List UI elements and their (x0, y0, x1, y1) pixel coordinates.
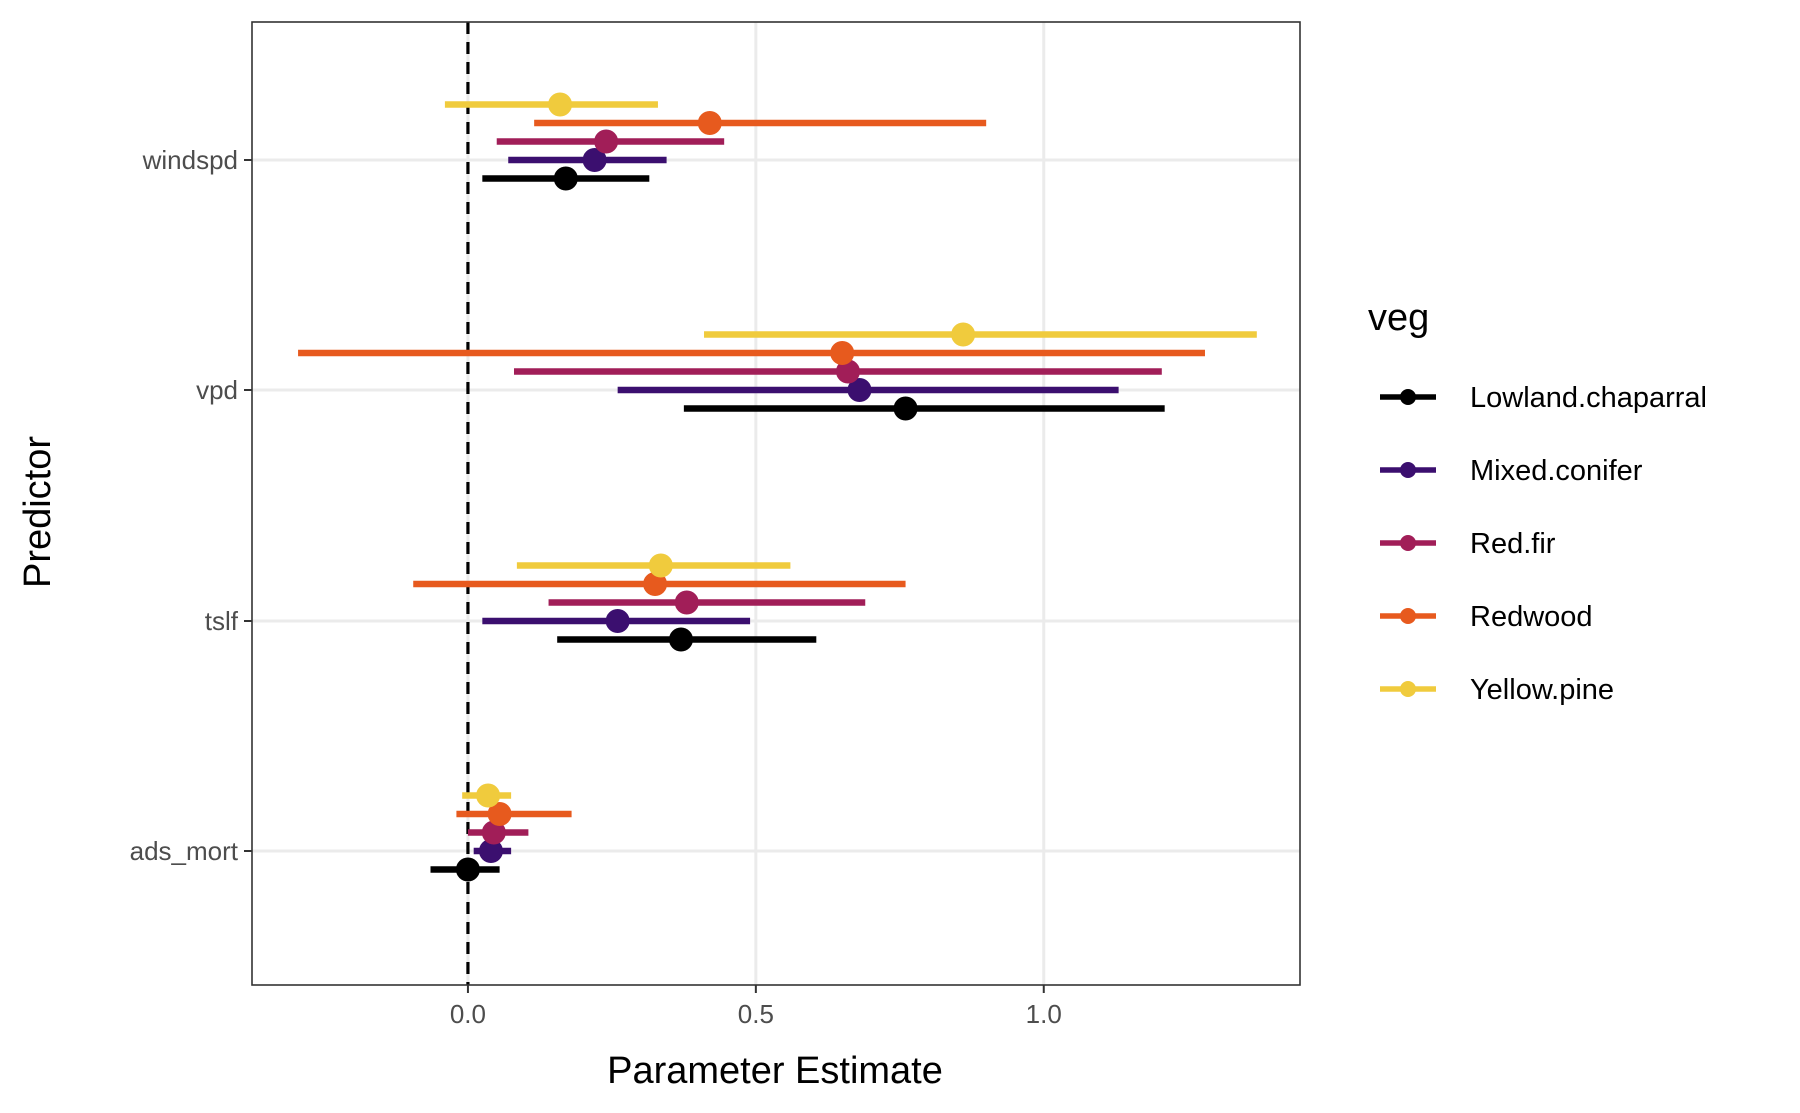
legend-label: Lowland.chaparral (1470, 382, 1707, 414)
series-lowland-chaparral (430, 166, 1165, 882)
estimate-point (697, 111, 722, 135)
legend-title: veg (1368, 297, 1429, 339)
x-tick-label: 0.0 (450, 999, 486, 1029)
series-redwood (298, 111, 1205, 826)
legend-key-point (1400, 608, 1416, 624)
legend-label: Redwood (1470, 601, 1593, 633)
y-tick-label: tslf (205, 606, 239, 636)
estimate-point (455, 857, 480, 882)
y-axis-title: Predictor (17, 436, 59, 588)
x-axis: 0.0 0.5 1.0 (450, 985, 1062, 1029)
plot-background (252, 22, 1300, 985)
data-marks (298, 92, 1257, 882)
estimate-point (478, 839, 503, 863)
legend-item: Lowland.chaparral (1380, 382, 1707, 414)
estimate-point (648, 553, 673, 578)
estimate-point (487, 802, 512, 826)
x-tick-label: 1.0 (1026, 999, 1062, 1029)
estimate-point (643, 572, 668, 596)
estimate-point (951, 322, 976, 347)
estimate-point (830, 341, 855, 365)
series-mixed-conifer (473, 148, 1119, 863)
y-tick-label: vpd (196, 375, 238, 405)
legend-label: Yellow.pine (1470, 674, 1614, 706)
estimate-point (476, 783, 501, 808)
plot-border (251, 21, 1301, 986)
legend-key-point (1400, 535, 1416, 551)
estimate-point (548, 92, 573, 117)
estimate-point (674, 590, 699, 615)
estimate-point (605, 609, 630, 633)
y-axis: windspd vpd tslf ads_mort (130, 145, 252, 866)
y-tick-label: windspd (142, 145, 238, 175)
estimate-point (847, 378, 872, 402)
x-tick-label: 0.5 (738, 999, 774, 1029)
legend-item: Mixed.conifer (1380, 455, 1643, 487)
legend-label: Mixed.conifer (1470, 455, 1643, 487)
legend-item: Red.fir (1380, 528, 1556, 560)
x-axis-title: Parameter Estimate (607, 1050, 943, 1092)
estimate-point (594, 129, 619, 154)
legend-label: Red.fir (1470, 528, 1556, 560)
legend-key-point (1400, 389, 1416, 405)
estimate-point (835, 359, 860, 384)
estimate-point (893, 396, 918, 421)
series-red-fir (467, 129, 1162, 845)
legend-key-point (1400, 681, 1416, 697)
estimate-point (553, 166, 578, 191)
legend-item: Redwood (1380, 601, 1593, 633)
legend-item: Yellow.pine (1380, 674, 1614, 706)
legend-key-point (1400, 462, 1416, 478)
series-yellow-pine (444, 92, 1257, 808)
y-tick-label: ads_mort (130, 836, 239, 866)
estimate-point (481, 820, 506, 845)
estimate-point (668, 627, 693, 652)
estimate-point (582, 148, 607, 172)
legend: veg Lowland.chaparral Mixed.conifer Red.fi… (1368, 297, 1707, 706)
